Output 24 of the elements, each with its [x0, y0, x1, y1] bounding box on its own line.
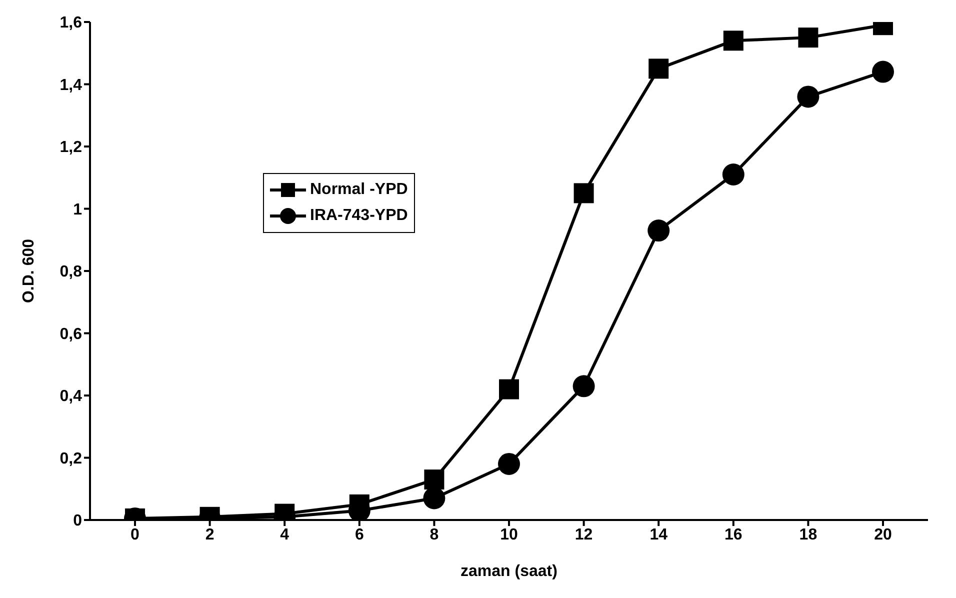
x-tick-label: 2 [205, 526, 214, 544]
x-tick-label: 14 [650, 526, 668, 544]
x-tick-label: 0 [130, 526, 140, 544]
x-tick-label: 6 [354, 526, 364, 544]
x-axis-title: zaman (saat) [460, 563, 558, 580]
x-tick-label: 18 [799, 526, 818, 544]
y-tick-label: 0 [73, 512, 82, 530]
x-tick-label: 12 [574, 526, 593, 544]
y-tick-label: 1,4 [60, 76, 82, 94]
legend-label: Normal -YPD [310, 181, 408, 199]
y-tick-label: 1,6 [60, 14, 82, 32]
y-tick-label: 0,4 [60, 388, 82, 406]
y-tick-label: 0,8 [60, 264, 82, 281]
x-tick-label: 4 [280, 526, 290, 544]
x-tick-label: 20 [874, 526, 892, 544]
x-tick-label: 8 [430, 526, 439, 544]
x-tick-label: 10 [500, 526, 518, 544]
y-axis-title: O.D. 600 [20, 238, 38, 304]
y-tick-label: 1 [73, 201, 82, 218]
y-tick-label: 0,2 [60, 450, 82, 468]
y-tick-label: 0,6 [60, 326, 82, 343]
x-tick-label: 16 [724, 526, 742, 544]
legend-label: IRA-743-YPD [310, 207, 408, 225]
y-tick-label: 1,2 [60, 139, 82, 156]
